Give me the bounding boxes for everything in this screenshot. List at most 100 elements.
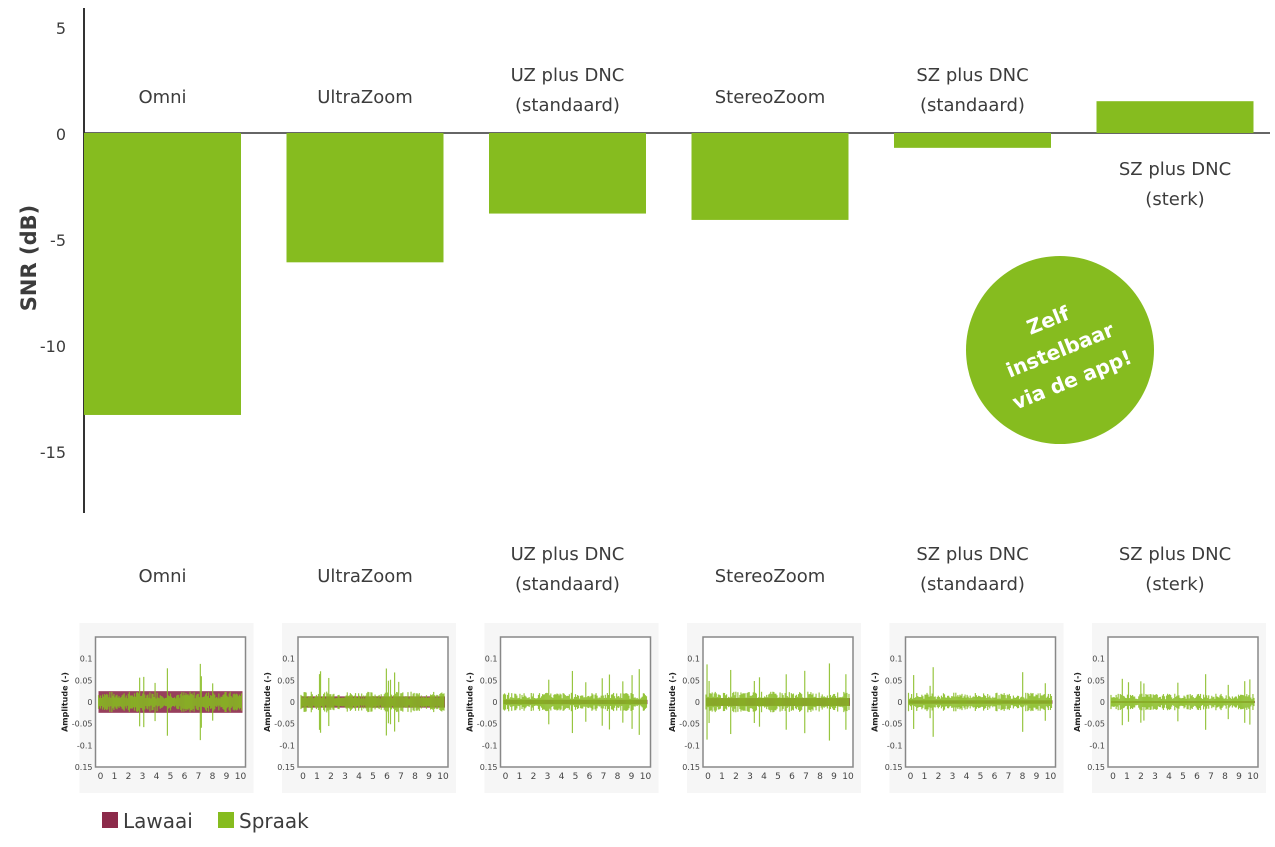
panel-y-tick-label: -0.05 [72, 720, 93, 729]
panel-x-tick-label: 4 [154, 772, 160, 782]
panel-x-tick-label: 5 [775, 772, 781, 782]
category-label: (standaard) [920, 95, 1025, 116]
panel-y-tick-label: 0.1 [485, 655, 498, 664]
panel-x-tick-label: 6 [1194, 772, 1200, 782]
panel-y-tick-label: 0.15 [1087, 763, 1105, 772]
legend-label: Lawaai [123, 809, 193, 833]
amplitude-panel: UltraZoom 0.1 0.05 0 -0.05 -0.1 0.15 Amplitude … [263, 566, 456, 793]
speech-waveform [705, 663, 850, 741]
panel-x-tick-label: 10 [1045, 772, 1057, 782]
y-axis-label: SNR (dB) [17, 205, 41, 311]
amplitude-panel: UZ plus DNC (standaard) 0.1 0.05 0 -0.05 -0.1 0… [466, 544, 659, 793]
panel-x-tick-label: 5 [370, 772, 376, 782]
speech-waveform [300, 668, 445, 736]
panel-y-label: Amplitude (-) [668, 672, 677, 732]
panel-title: Omni [138, 566, 186, 587]
panel-y-tick-label: 0 [695, 698, 700, 707]
panel-y-tick-label: 0.05 [682, 676, 700, 685]
panel-y-tick-label: 0.05 [885, 676, 903, 685]
speech-waveform [907, 667, 1053, 737]
category-label: (standaard) [515, 95, 620, 116]
y-tick-label: -10 [40, 337, 66, 356]
panel-x-tick-label: 0 [1110, 772, 1116, 782]
panel-x-tick-label: 8 [412, 772, 418, 782]
panel-x-tick-label: 10 [235, 772, 247, 782]
legend-item: Lawaai [102, 809, 193, 833]
panel-x-tick-label: 2 [936, 772, 942, 782]
legend-label: Spraak [239, 809, 309, 833]
panel-x-tick-label: 4 [559, 772, 565, 782]
panel-title: UltraZoom [317, 566, 413, 587]
panel-x-tick-label: 3 [140, 772, 146, 782]
panel-x-tick-label: 4 [964, 772, 970, 782]
panel-x-tick-label: 3 [545, 772, 551, 782]
panel-x-tick-label: 6 [587, 772, 593, 782]
panel-title: (standaard) [920, 574, 1025, 595]
panel-x-tick-label: 1 [922, 772, 928, 782]
legend-swatch [102, 812, 118, 828]
panel-x-tick-label: 5 [573, 772, 579, 782]
panel-y-tick-label: 0.1 [890, 655, 903, 664]
panel-x-tick-label: 1 [314, 772, 320, 782]
panel-x-tick-label: 8 [1020, 772, 1026, 782]
panel-y-tick-label: -0.1 [887, 741, 903, 750]
panel-y-tick-label: 0 [897, 698, 902, 707]
panel-y-tick-label: 0 [290, 698, 295, 707]
panel-y-tick-label: 0.05 [277, 676, 295, 685]
panel-x-tick-label: 1 [112, 772, 118, 782]
bar [489, 133, 646, 214]
panel-x-tick-label: 1 [517, 772, 523, 782]
snr-bar-chart: 5 0 -5 -10 -15 SNR (dB) Omni UltraZoom UZ plus D… [17, 8, 1270, 513]
panel-title: UZ plus DNC [511, 544, 625, 565]
panel-y-tick-label: 0 [87, 698, 92, 707]
panel-x-tick-label: 10 [842, 772, 854, 782]
y-tick-label: -15 [40, 443, 66, 462]
panel-y-tick-label: 0.05 [480, 676, 498, 685]
panel-x-tick-label: 2 [328, 772, 334, 782]
panel-y-tick-label: 0.15 [682, 763, 700, 772]
panel-y-tick-label: 0.15 [277, 763, 295, 772]
speech-waveform [1110, 674, 1255, 730]
panel-title: (sterk) [1145, 574, 1204, 595]
panel-x-tick-label: 8 [1222, 772, 1228, 782]
bar [84, 133, 241, 415]
bar [286, 133, 444, 263]
panel-x-tick-label: 0 [300, 772, 306, 782]
panel-x-tick-label: 8 [615, 772, 621, 782]
y-tick-label: 0 [56, 125, 66, 144]
panel-y-tick-label: 0 [1100, 698, 1105, 707]
panel-x-tick-label: 5 [168, 772, 174, 782]
speech-waveform [502, 669, 648, 735]
amplitude-panel: SZ plus DNC (sterk) 0.1 0.05 0 -0.05 -0.1 0.15 A… [1073, 544, 1266, 793]
bar [691, 133, 849, 220]
panel-x-tick-label: 9 [1236, 772, 1242, 782]
category-label: Omni [138, 87, 186, 108]
panel-x-tick-label: 3 [1152, 772, 1158, 782]
bar [894, 133, 1051, 148]
panel-x-tick-label: 2 [126, 772, 132, 782]
panel-x-tick-label: 8 [817, 772, 823, 782]
panel-y-tick-label: 0.05 [75, 676, 93, 685]
panel-y-label: Amplitude (-) [466, 672, 475, 732]
panel-y-tick-label: -0.1 [77, 741, 93, 750]
panel-x-tick-label: 10 [437, 772, 449, 782]
panel-y-tick-label: 0.1 [1092, 655, 1105, 664]
bar [1096, 101, 1254, 133]
panel-x-tick-label: 3 [342, 772, 348, 782]
panel-x-tick-label: 1 [1124, 772, 1130, 782]
amplitude-panel: SZ plus DNC (standaard) 0.1 0.05 0 -0.05 -0.1 0… [871, 544, 1064, 793]
panel-y-tick-label: -0.05 [679, 720, 700, 729]
speech-waveform [97, 663, 243, 741]
category-label: SZ plus DNC [916, 65, 1028, 86]
panel-x-tick-label: 7 [196, 772, 202, 782]
panel-x-tick-label: 9 [426, 772, 432, 782]
panel-x-tick-label: 7 [601, 772, 607, 782]
panel-x-tick-label: 0 [908, 772, 914, 782]
panel-x-tick-label: 5 [1180, 772, 1186, 782]
panel-y-tick-label: -0.05 [1084, 720, 1105, 729]
panel-x-tick-label: 9 [831, 772, 837, 782]
